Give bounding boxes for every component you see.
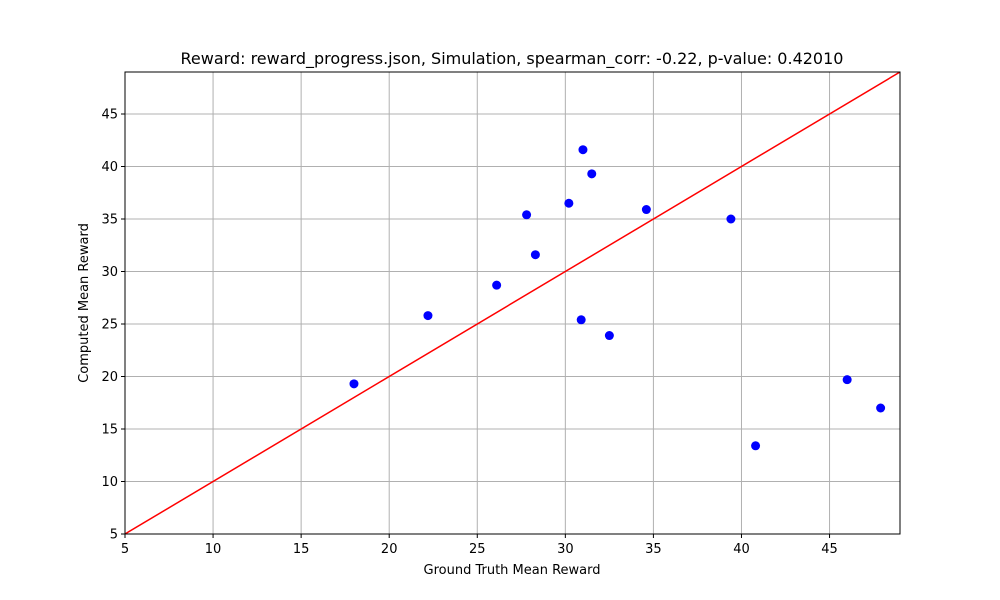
x-tick-label: 10 bbox=[205, 542, 222, 557]
data-point bbox=[530, 250, 540, 260]
y-tick-label: 25 bbox=[101, 318, 118, 333]
data-point bbox=[349, 379, 359, 389]
chart-title: Reward: reward_progress.json, Simulation… bbox=[181, 49, 844, 69]
x-tick-label: 30 bbox=[557, 542, 574, 557]
y-tick-label: 20 bbox=[101, 370, 118, 385]
x-tick-label: 35 bbox=[645, 542, 662, 557]
y-tick-label: 40 bbox=[101, 160, 118, 175]
data-points bbox=[349, 145, 886, 451]
y-tick-label: 5 bbox=[110, 528, 118, 543]
x-tick-label: 5 bbox=[121, 542, 129, 557]
data-point bbox=[751, 441, 761, 451]
y-tick-label: 45 bbox=[101, 108, 118, 123]
data-point bbox=[842, 375, 852, 385]
y-tick-label: 35 bbox=[101, 213, 118, 228]
data-point bbox=[423, 311, 433, 321]
x-axis-ticks: 5 10 15 20 25 30 35 40 45 bbox=[121, 534, 838, 557]
data-point bbox=[604, 331, 614, 341]
x-tick-label: 20 bbox=[381, 542, 398, 557]
x-tick-label: 40 bbox=[733, 542, 750, 557]
data-point bbox=[726, 214, 736, 224]
reference-line bbox=[124, 71, 901, 535]
grid-lines bbox=[124, 72, 900, 535]
data-point bbox=[522, 210, 532, 220]
data-point bbox=[576, 315, 586, 325]
x-axis-label: Ground Truth Mean Reward bbox=[424, 563, 601, 578]
x-tick-label: 15 bbox=[293, 542, 310, 557]
y-tick-label: 15 bbox=[101, 423, 118, 438]
y-axis-label: Computed Mean Reward bbox=[77, 223, 92, 383]
data-point bbox=[587, 169, 597, 179]
y-tick-label: 30 bbox=[101, 265, 118, 280]
y-axis-ticks: 5 10 15 20 25 30 35 40 45 bbox=[101, 108, 125, 543]
data-point bbox=[564, 198, 574, 208]
x-tick-label: 25 bbox=[469, 542, 486, 557]
data-point bbox=[876, 403, 886, 413]
data-point bbox=[578, 145, 588, 155]
y-tick-label: 10 bbox=[101, 475, 118, 490]
data-point bbox=[492, 280, 502, 290]
plot-frame bbox=[124, 71, 901, 535]
data-point bbox=[641, 205, 651, 215]
x-tick-label: 45 bbox=[821, 542, 838, 557]
